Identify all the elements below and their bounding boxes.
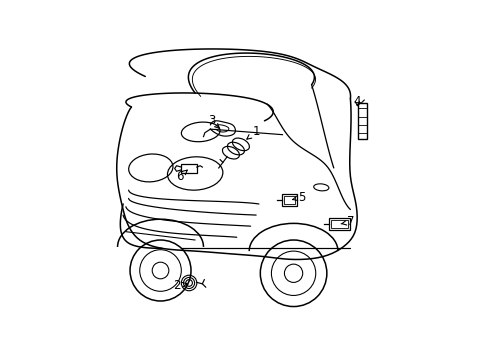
Text: 5: 5 xyxy=(292,190,305,203)
Bar xyxy=(281,194,297,206)
Text: 4: 4 xyxy=(353,95,360,108)
Text: 6: 6 xyxy=(176,170,187,183)
Bar xyxy=(358,103,366,139)
Text: 1: 1 xyxy=(246,125,260,139)
Text: 2: 2 xyxy=(173,279,187,292)
Bar xyxy=(328,218,349,230)
Text: 7: 7 xyxy=(341,216,353,229)
Bar xyxy=(330,220,347,228)
Bar xyxy=(284,196,294,204)
Bar xyxy=(181,163,197,174)
Text: 3: 3 xyxy=(208,114,219,128)
